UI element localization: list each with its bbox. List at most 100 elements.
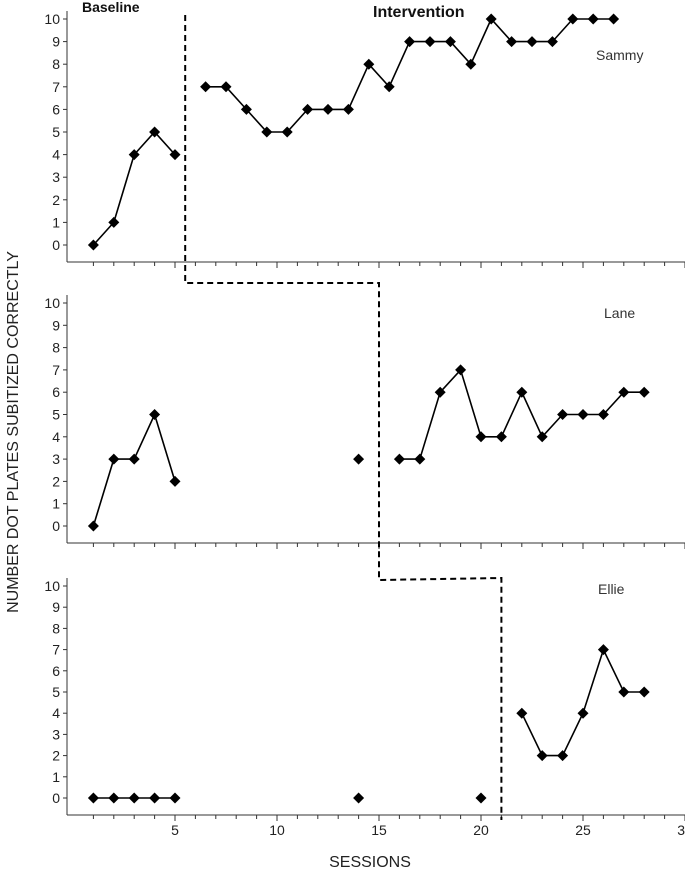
y-tick-label: 7 — [52, 79, 60, 95]
y-tick-label: 8 — [52, 620, 60, 636]
data-point-marker — [363, 58, 375, 70]
data-point-marker — [87, 239, 99, 251]
data-point-marker — [281, 126, 293, 138]
y-tick-label: 0 — [52, 518, 60, 534]
y-tick-label: 10 — [44, 295, 60, 311]
data-point-marker — [169, 475, 181, 487]
data-point-marker — [128, 149, 140, 161]
data-point-marker — [495, 431, 507, 443]
y-tick-label: 4 — [52, 705, 60, 721]
y-tick-label: 3 — [52, 169, 60, 185]
x-tick-label: 25 — [575, 822, 591, 838]
y-tick-label: 7 — [52, 642, 60, 658]
y-tick-label: 9 — [52, 317, 60, 333]
y-tick-label: 4 — [52, 147, 60, 163]
panel-lane: 0 1 2 3 4 5 6 7 8 9 10 Lane — [44, 295, 685, 549]
data-point-marker — [536, 431, 548, 443]
data-point-marker — [577, 409, 589, 420]
panel-name-label: Lane — [604, 305, 635, 321]
data-point-marker — [597, 409, 609, 420]
data-point-marker — [434, 386, 446, 398]
panel-name-label: Sammy — [596, 47, 643, 63]
y-tick-label: 4 — [52, 429, 60, 445]
y-tick-label: 9 — [52, 34, 60, 50]
data-point-marker — [638, 686, 650, 698]
data-point-marker — [169, 792, 181, 804]
data-point-marker — [108, 792, 120, 804]
y-tick-label: 6 — [52, 663, 60, 679]
data-point-marker — [557, 409, 569, 420]
data-point-marker — [128, 792, 140, 804]
data-point-marker — [597, 644, 609, 656]
data-point-marker — [618, 386, 630, 398]
data-point-marker — [261, 126, 273, 138]
data-point-marker — [149, 126, 161, 138]
data-point-marker — [149, 792, 161, 804]
x-tick-label: 30 — [677, 822, 685, 838]
data-point-marker — [577, 707, 589, 719]
data-point-marker — [404, 36, 416, 48]
data-point-marker — [475, 431, 487, 443]
phase-change-layer — [184, 15, 503, 820]
panel-ellie: 0 1 2 3 4 5 6 7 8 9 10 Ellie — [44, 578, 685, 821]
y-tick-label: 10 — [44, 578, 60, 594]
y-tick-label: 5 — [52, 124, 60, 140]
x-tick-label: 10 — [269, 822, 285, 838]
y-tick-label: 8 — [52, 56, 60, 72]
data-point-marker — [618, 686, 630, 698]
data-point-marker — [455, 364, 467, 376]
x-tick-label: 20 — [473, 822, 489, 838]
x-tick-label: 15 — [371, 822, 387, 838]
series-line — [92, 130, 176, 246]
panel-name-label: Ellie — [598, 581, 625, 597]
data-point-marker — [108, 453, 120, 465]
y-tick-label: 1 — [52, 214, 60, 230]
data-point-marker — [516, 707, 528, 719]
y-tick-label: 2 — [52, 192, 60, 208]
data-point-marker — [536, 750, 548, 762]
data-point-marker — [149, 409, 161, 420]
data-point-marker — [200, 81, 212, 93]
y-tick-label: 3 — [52, 451, 60, 467]
y-tick-label: 2 — [52, 473, 60, 489]
data-point-marker — [638, 386, 650, 398]
data-point-marker — [546, 36, 558, 48]
data-point-marker — [353, 792, 365, 804]
data-point-marker — [353, 453, 365, 465]
panels-layer: 0 1 2 3 4 5 6 7 8 9 10 Sammy 0 1 2 3 4 5 6 7 8 9 10 Lane 0 1 2 3 4 5 6… — [44, 11, 685, 838]
phase-change-line — [184, 15, 503, 820]
y-tick-label: 9 — [52, 599, 60, 615]
y-tick-label: 1 — [52, 496, 60, 512]
data-point-marker — [240, 103, 252, 115]
data-point-marker — [169, 149, 181, 161]
series-line — [521, 647, 645, 757]
intervention-phase-label: Intervention — [373, 4, 465, 21]
data-point-marker — [220, 81, 232, 93]
y-tick-label: 3 — [52, 726, 60, 742]
data-point-marker — [567, 13, 579, 25]
data-point-marker — [108, 216, 120, 228]
data-point-marker — [414, 453, 426, 465]
data-point-marker — [557, 750, 569, 762]
y-tick-label: 5 — [52, 684, 60, 700]
data-point-marker — [87, 792, 99, 804]
y-tick-label: 0 — [52, 790, 60, 806]
y-tick-label: 7 — [52, 362, 60, 378]
data-point-marker — [383, 81, 395, 93]
data-point-marker — [516, 386, 528, 398]
x-tick-label: 5 — [171, 822, 179, 838]
data-point-marker — [608, 13, 620, 25]
data-point-marker — [322, 103, 334, 115]
data-point-marker — [526, 36, 538, 48]
series-line — [92, 412, 176, 527]
data-point-marker — [475, 792, 487, 804]
y-tick-label: 10 — [44, 11, 60, 27]
data-point-marker — [506, 36, 518, 48]
y-tick-label: 2 — [52, 748, 60, 764]
data-point-marker — [302, 103, 314, 115]
data-point-marker — [465, 58, 477, 70]
y-tick-label: 6 — [52, 101, 60, 117]
data-point-marker — [342, 103, 354, 115]
data-point-marker — [587, 13, 599, 25]
